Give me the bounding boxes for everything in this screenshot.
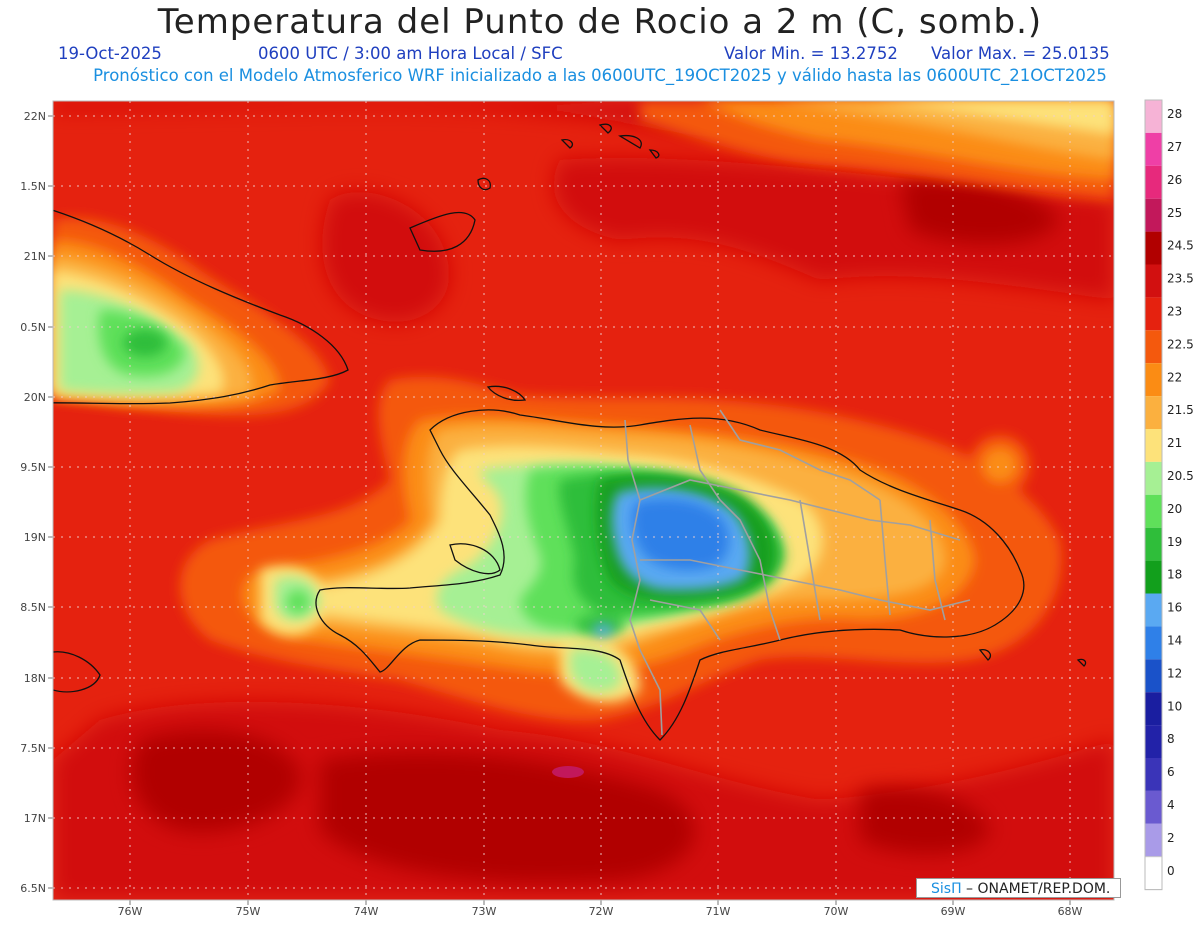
lat-tick-label: 21N	[24, 250, 46, 263]
legend-swatch	[1145, 659, 1162, 693]
legend-label: 26	[1167, 173, 1182, 187]
credit-label: SisΠ – ONAMET/REP.DOM.	[916, 878, 1121, 898]
legend-swatch	[1145, 823, 1162, 857]
plot-frame	[52, 100, 1115, 901]
lat-tick-label: 7.5N	[20, 742, 46, 755]
axis-labels: 76W 75W 74W 73W 72W 71W 70W 69W 68W 22N …	[20, 110, 1082, 918]
legend-label: 0	[1167, 864, 1175, 878]
lon-tick-label: 76W	[118, 905, 143, 918]
legend-swatch	[1145, 264, 1162, 298]
legend-swatch-zero	[1144, 856, 1163, 891]
min-value: Valor Min. = 13.2752	[724, 44, 898, 63]
legend-label: 23	[1167, 304, 1182, 318]
province-borders	[624, 409, 971, 736]
lat-tick-label: 6.5N	[20, 882, 46, 895]
legend-label: 21.5	[1167, 403, 1194, 417]
lon-tick-label: 71W	[706, 905, 731, 918]
legend-label: 20	[1167, 502, 1182, 516]
graticule	[53, 101, 1114, 900]
legend-label: 18	[1167, 568, 1182, 582]
legend-frame	[1144, 99, 1163, 891]
lon-tick-label: 73W	[472, 905, 497, 918]
sistpi-logo: SisΠ	[931, 881, 962, 897]
lat-tick-label: 19N	[24, 531, 46, 544]
legend-swatch	[1145, 725, 1162, 758]
legend-label: 24.5	[1167, 239, 1194, 253]
lat-tick-label: 9.5N	[20, 461, 46, 474]
forecast-date: 19-Oct-2025	[58, 44, 162, 63]
legend-swatch	[1145, 132, 1162, 166]
legend-swatch	[1145, 758, 1162, 791]
legend-swatch	[1145, 297, 1162, 331]
legend-label: 6	[1167, 765, 1175, 779]
legend-label: 4	[1167, 798, 1175, 812]
legend-label: 22.5	[1167, 337, 1194, 351]
legend-label: 22	[1167, 370, 1182, 384]
legend-swatch	[1145, 198, 1162, 232]
legend-label: 8	[1167, 732, 1175, 746]
legend-swatch	[1145, 692, 1162, 726]
legend-swatch	[1145, 560, 1162, 594]
legend-swatch	[1145, 165, 1162, 199]
lat-tick-label: 18N	[24, 672, 46, 685]
axis-ticks	[48, 115, 1071, 905]
legend-label: 19	[1167, 535, 1182, 549]
legend-swatch	[1145, 494, 1162, 528]
lat-tick-label: 20N	[24, 391, 46, 404]
lat-tick-label: 8.5N	[20, 601, 46, 614]
legend-swatch	[1145, 100, 1162, 133]
legend-label: 23.5	[1167, 272, 1194, 286]
legend-swatch	[1145, 527, 1162, 561]
lat-tick-label: 17N	[24, 812, 46, 825]
legend-label: 20.5	[1167, 469, 1194, 483]
legend-label: 27	[1167, 140, 1182, 154]
legend-label: 2	[1167, 831, 1175, 845]
forecast-time: 0600 UTC / 3:00 am Hora Local / SFC	[258, 44, 563, 63]
lat-tick-label: 22N	[24, 110, 46, 123]
legend-swatch	[1145, 593, 1162, 627]
color-legend: 2827262524.523.52322.52221.52120.5201918…	[1144, 99, 1194, 891]
legend-swatch	[1145, 363, 1162, 397]
legend-label: 25	[1167, 206, 1182, 220]
legend-swatch	[1145, 396, 1162, 429]
legend-label: 28	[1167, 107, 1182, 121]
lon-tick-label: 69W	[941, 905, 966, 918]
legend-swatch	[1145, 231, 1162, 265]
legend-label: 16	[1167, 601, 1182, 615]
legend-swatch	[1145, 626, 1162, 660]
dewpoint-field	[53, 101, 1114, 900]
lat-tick-label: 0.5N	[20, 321, 46, 334]
max-value: Valor Max. = 25.0135	[931, 44, 1110, 63]
lon-tick-label: 68W	[1058, 905, 1083, 918]
model-info: Pronóstico con el Modelo Atmosferico WRF…	[93, 66, 1107, 85]
map-title: Temperatura del Punto de Rocio a 2 m (C,…	[157, 2, 1043, 42]
credit-text: – ONAMET/REP.DOM.	[961, 881, 1111, 897]
lon-tick-label: 74W	[354, 905, 379, 918]
legend-label: 10	[1167, 699, 1182, 713]
legend-label: 12	[1167, 666, 1182, 680]
lon-tick-label: 70W	[824, 905, 849, 918]
legend-label: 14	[1167, 633, 1182, 647]
lon-tick-label: 72W	[589, 905, 614, 918]
legend-swatch	[1145, 461, 1162, 495]
legend-swatch	[1145, 330, 1162, 364]
coastlines	[53, 123, 1087, 741]
lat-tick-label: 1.5N	[20, 180, 46, 193]
legend-swatch	[1145, 429, 1162, 462]
legend-swatch	[1145, 790, 1162, 824]
lon-tick-label: 75W	[236, 905, 261, 918]
legend-label: 21	[1167, 436, 1182, 450]
